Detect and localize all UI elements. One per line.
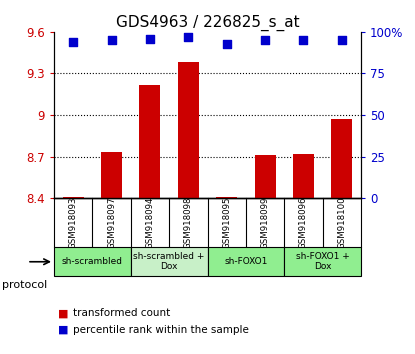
Text: GSM918095: GSM918095 xyxy=(222,196,231,249)
Text: sh-FOXO1: sh-FOXO1 xyxy=(224,257,268,266)
Bar xyxy=(54,247,131,276)
Point xyxy=(262,37,269,43)
Text: GSM918094: GSM918094 xyxy=(145,196,154,249)
Text: GSM918099: GSM918099 xyxy=(261,196,270,249)
Text: sh-scrambled: sh-scrambled xyxy=(62,257,123,266)
Bar xyxy=(331,119,352,198)
Bar xyxy=(293,154,314,198)
Point xyxy=(339,37,345,43)
Bar xyxy=(208,247,284,276)
Bar xyxy=(131,247,208,276)
Bar xyxy=(178,62,199,198)
Title: GDS4963 / 226825_s_at: GDS4963 / 226825_s_at xyxy=(116,14,299,30)
Point xyxy=(108,37,115,43)
Text: ■: ■ xyxy=(58,308,68,318)
Bar xyxy=(216,197,237,198)
Bar xyxy=(254,155,276,198)
Bar xyxy=(139,85,161,198)
Bar xyxy=(63,197,84,198)
Text: GSM918098: GSM918098 xyxy=(184,196,193,249)
Bar xyxy=(101,153,122,198)
Point xyxy=(70,39,76,45)
Text: protocol: protocol xyxy=(2,280,47,290)
Point xyxy=(223,41,230,46)
Text: sh-FOXO1 +
Dox: sh-FOXO1 + Dox xyxy=(296,252,349,272)
Text: transformed count: transformed count xyxy=(73,308,170,318)
Text: GSM918093: GSM918093 xyxy=(68,196,78,249)
Point xyxy=(300,37,307,43)
Point xyxy=(146,36,153,41)
Point xyxy=(185,34,192,40)
Text: GSM918096: GSM918096 xyxy=(299,196,308,249)
Text: ■: ■ xyxy=(58,325,68,335)
Bar xyxy=(284,247,361,276)
Text: GSM918097: GSM918097 xyxy=(107,196,116,249)
Text: percentile rank within the sample: percentile rank within the sample xyxy=(73,325,249,335)
Text: sh-scrambled +
Dox: sh-scrambled + Dox xyxy=(134,252,205,272)
Text: GSM918100: GSM918100 xyxy=(337,196,347,249)
